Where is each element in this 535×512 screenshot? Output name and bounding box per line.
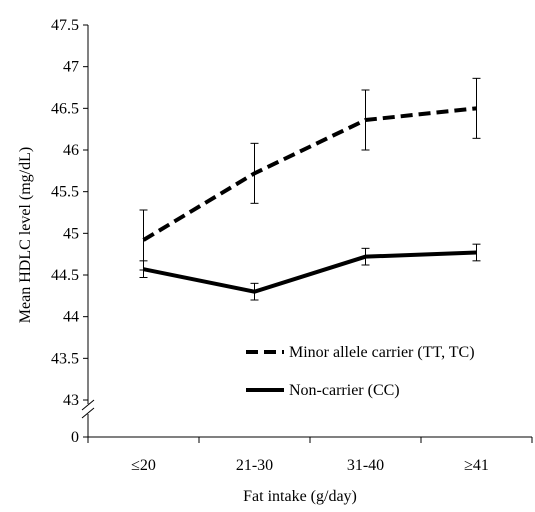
legend: Minor allele carrier (TT, TC) Non-carrier… bbox=[246, 344, 475, 399]
y-tick-label: 47 bbox=[63, 59, 79, 76]
x-tick-label: 31-40 bbox=[347, 457, 384, 474]
x-axis-title: Fat intake (g/day) bbox=[243, 488, 357, 505]
series-line bbox=[143, 250, 477, 294]
y-tick-label-zero: 0 bbox=[71, 429, 79, 446]
y-tick-label: 46 bbox=[63, 142, 79, 159]
axes bbox=[81, 24, 533, 443]
y-axis-title: Mean HDLC level (mg/dL) bbox=[17, 147, 34, 323]
y-tick-label: 43.5 bbox=[51, 350, 79, 367]
axis-break-mark-upper bbox=[81, 399, 95, 411]
x-tick-label: 21-30 bbox=[236, 457, 273, 474]
x-tick-label: ≤20 bbox=[131, 457, 156, 474]
y-tick-label: 46.5 bbox=[51, 100, 79, 117]
y-tick-label: 44.5 bbox=[51, 267, 79, 284]
y-tick-label: 47.5 bbox=[51, 17, 79, 34]
axis-break-mark-lower bbox=[81, 407, 95, 419]
y-tick-label: 44 bbox=[63, 309, 79, 326]
series-line bbox=[142, 106, 477, 242]
legend-label: Non-carrier (CC) bbox=[289, 382, 400, 399]
tick-labels: 47.5 47 46.5 46 45.5 45 44.5 44 43.5 43 0 ≤20 21-30 3… bbox=[51, 17, 489, 474]
legend-label: Minor allele carrier (TT, TC) bbox=[289, 344, 475, 361]
series-non-carrier bbox=[139, 243, 481, 301]
series-minor-allele-carrier bbox=[139, 77, 481, 271]
y-tick-label: 45 bbox=[63, 225, 79, 242]
y-tick-label: 45.5 bbox=[51, 184, 79, 201]
x-tick-label: ≥41 bbox=[464, 457, 489, 474]
y-tick-label: 43 bbox=[63, 392, 79, 409]
series-lines bbox=[139, 77, 481, 301]
